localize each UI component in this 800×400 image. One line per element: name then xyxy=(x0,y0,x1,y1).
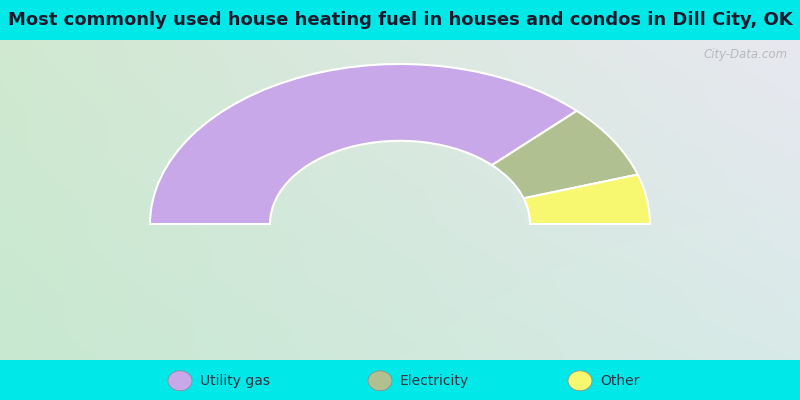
Text: Most commonly used house heating fuel in houses and condos in Dill City, OK: Most commonly used house heating fuel in… xyxy=(8,11,792,29)
Ellipse shape xyxy=(568,371,592,391)
Text: Utility gas: Utility gas xyxy=(200,374,270,388)
Ellipse shape xyxy=(368,371,392,391)
Wedge shape xyxy=(492,111,638,198)
Wedge shape xyxy=(524,174,650,224)
Text: City-Data.com: City-Data.com xyxy=(703,48,787,61)
Wedge shape xyxy=(150,64,577,224)
Text: Electricity: Electricity xyxy=(400,374,469,388)
Text: Other: Other xyxy=(600,374,639,388)
Ellipse shape xyxy=(168,371,192,391)
